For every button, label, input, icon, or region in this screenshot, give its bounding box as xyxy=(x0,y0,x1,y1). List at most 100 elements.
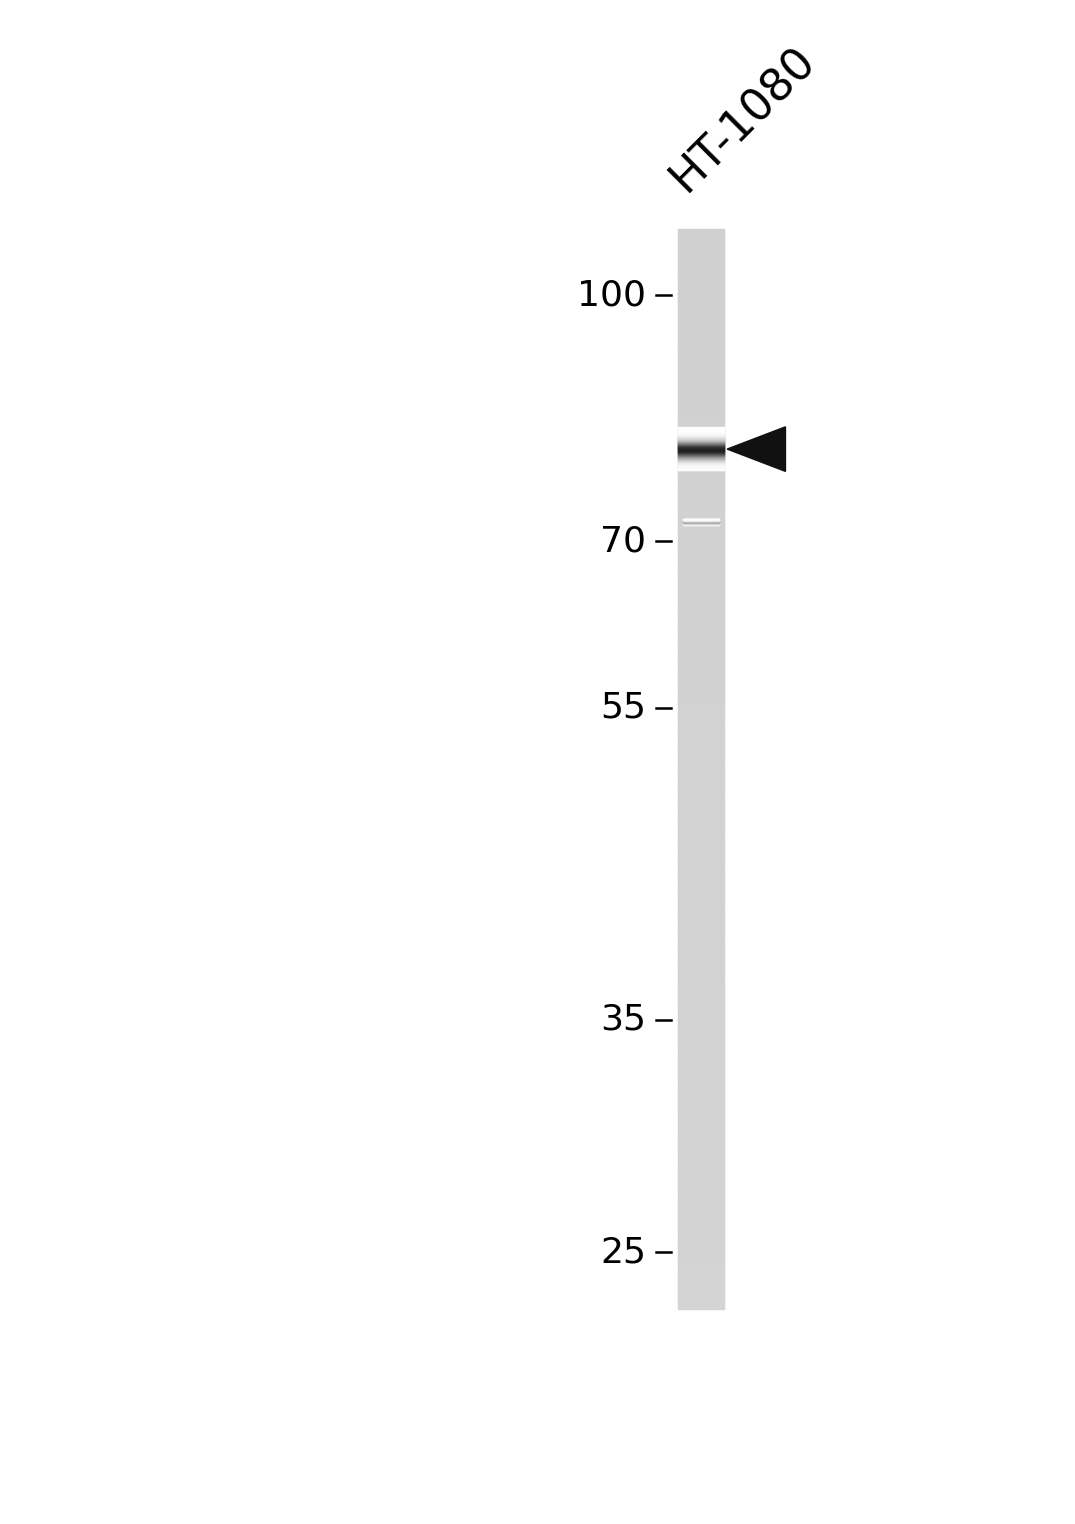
Bar xyxy=(678,308,723,312)
Bar xyxy=(678,351,723,355)
Bar xyxy=(678,578,723,582)
Bar xyxy=(678,322,723,328)
Bar xyxy=(678,282,723,288)
Bar xyxy=(678,1082,723,1087)
Bar xyxy=(678,411,723,418)
Bar xyxy=(678,797,723,802)
Bar xyxy=(678,963,723,968)
Bar xyxy=(678,671,723,677)
Bar xyxy=(678,736,723,741)
Bar xyxy=(678,636,723,640)
Bar xyxy=(678,1233,723,1237)
Bar xyxy=(678,326,723,331)
Bar xyxy=(678,1244,723,1248)
Bar xyxy=(678,430,723,434)
Bar xyxy=(678,585,723,590)
Bar xyxy=(678,474,723,479)
Bar xyxy=(678,509,723,514)
Bar xyxy=(678,1190,723,1195)
Bar xyxy=(678,466,723,471)
Bar xyxy=(678,1228,723,1234)
Bar xyxy=(678,693,723,698)
Bar xyxy=(678,294,723,299)
Bar xyxy=(678,279,723,283)
Bar xyxy=(678,1257,723,1263)
Bar xyxy=(678,847,723,852)
Bar xyxy=(678,427,723,431)
Bar xyxy=(678,498,723,503)
Bar xyxy=(678,1222,723,1227)
Bar xyxy=(678,575,723,579)
Bar xyxy=(678,966,723,971)
Bar xyxy=(678,1059,723,1065)
Bar xyxy=(678,710,723,716)
Bar xyxy=(678,945,723,949)
Bar xyxy=(678,477,723,482)
Bar xyxy=(678,668,723,672)
Bar xyxy=(678,1085,723,1090)
Bar xyxy=(678,765,723,770)
Bar xyxy=(678,879,723,885)
Bar xyxy=(678,686,723,690)
Bar xyxy=(678,942,723,946)
Bar xyxy=(678,334,723,338)
Bar xyxy=(678,358,723,363)
Bar xyxy=(678,1291,723,1295)
Bar xyxy=(678,401,723,407)
Bar xyxy=(678,366,723,370)
Bar xyxy=(678,992,723,997)
Bar xyxy=(678,1262,723,1266)
Bar xyxy=(678,1241,723,1245)
Bar xyxy=(678,570,723,575)
Bar xyxy=(678,501,723,507)
Text: 35: 35 xyxy=(600,1003,646,1036)
Bar xyxy=(678,884,723,888)
Bar xyxy=(678,1128,723,1132)
Bar xyxy=(678,1024,723,1029)
Bar xyxy=(678,1186,723,1190)
Bar xyxy=(678,581,723,587)
Bar xyxy=(678,789,723,796)
Bar xyxy=(678,480,723,485)
Bar xyxy=(678,315,723,320)
Bar xyxy=(678,773,723,777)
Bar xyxy=(678,1286,723,1291)
Bar xyxy=(678,1154,723,1158)
Bar xyxy=(678,1283,723,1288)
Bar xyxy=(678,704,723,709)
Bar xyxy=(678,390,723,395)
Bar xyxy=(678,1297,723,1301)
Bar xyxy=(678,384,723,389)
Bar xyxy=(678,559,723,564)
Bar xyxy=(678,535,723,539)
Bar xyxy=(678,696,723,701)
Bar xyxy=(678,1003,723,1007)
Bar xyxy=(678,463,723,468)
Bar xyxy=(678,930,723,936)
Bar xyxy=(678,683,723,687)
Bar xyxy=(678,247,723,251)
Bar xyxy=(678,783,723,788)
Bar xyxy=(678,1021,723,1026)
Bar xyxy=(678,1009,723,1015)
Bar xyxy=(678,1088,723,1094)
Bar xyxy=(678,625,723,629)
Bar xyxy=(678,1172,723,1177)
Bar xyxy=(678,768,723,773)
Bar xyxy=(678,1268,723,1274)
Bar xyxy=(678,657,723,661)
Bar xyxy=(678,1053,723,1058)
Bar xyxy=(678,530,723,536)
Bar xyxy=(678,855,723,860)
Bar xyxy=(678,1196,723,1201)
Bar xyxy=(678,805,723,809)
Bar xyxy=(678,361,723,367)
Bar xyxy=(678,905,723,910)
Bar xyxy=(678,514,723,518)
Bar xyxy=(678,268,723,273)
Bar xyxy=(678,1042,723,1047)
Bar xyxy=(678,419,723,424)
Bar xyxy=(678,1301,723,1306)
Bar xyxy=(678,1146,723,1151)
Bar xyxy=(678,1125,723,1129)
